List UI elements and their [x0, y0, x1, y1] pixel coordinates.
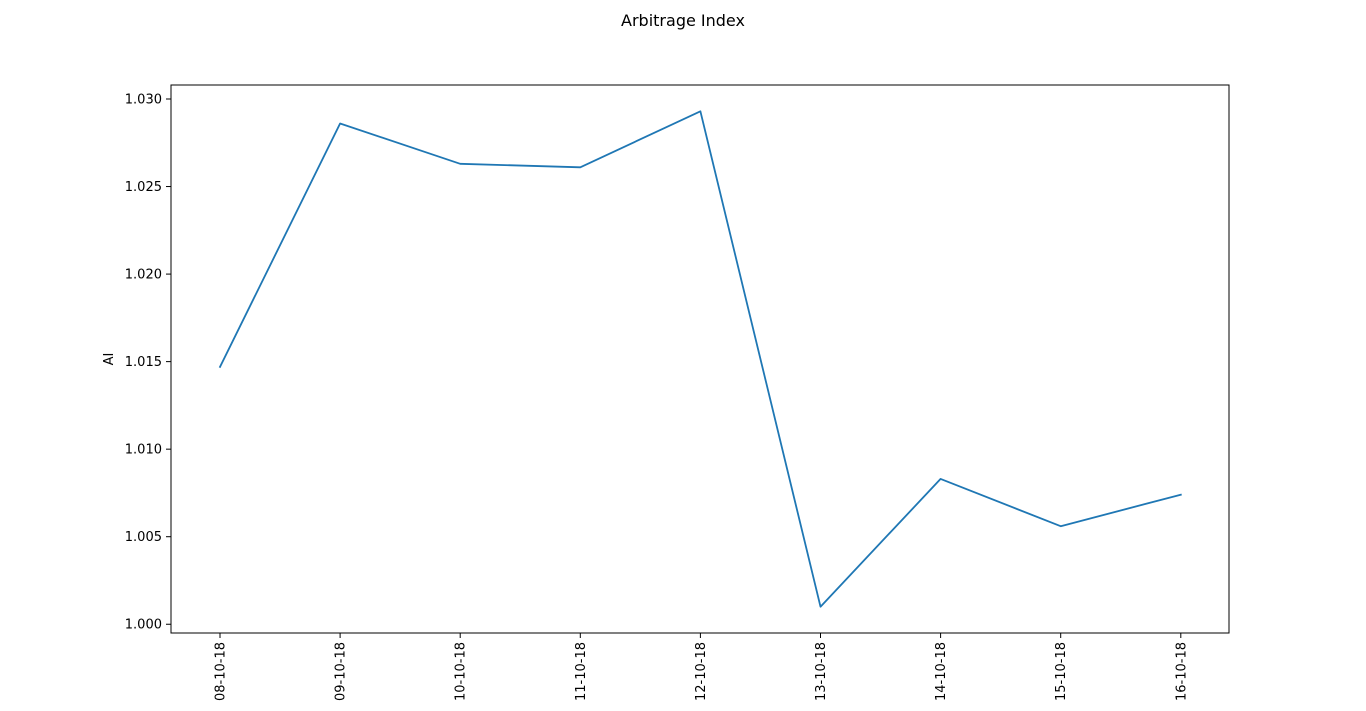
- plot-frame: [170, 84, 1230, 634]
- plot-area: 1.000 1.005 1.010 1.015 1.020 1.025 1.030 08-10…: [125, 84, 1230, 701]
- x-tick-label: 15-10-18: [1054, 642, 1069, 701]
- y-tick-label: 1.030: [125, 93, 162, 108]
- series-line: [218, 110, 1182, 608]
- y-tick-label: 1.015: [125, 355, 162, 370]
- x-tick-label: 12-10-18: [694, 642, 709, 701]
- x-tick-label: 11-10-18: [574, 642, 589, 701]
- x-tick-label: 10-10-18: [454, 642, 469, 701]
- y-tick-label: 1.005: [125, 530, 162, 545]
- y-tick-label: 1.025: [125, 180, 162, 195]
- x-tick-label: 13-10-18: [814, 642, 829, 701]
- y-tick-label: 1.000: [125, 618, 162, 633]
- x-tick-label: 09-10-18: [334, 642, 349, 701]
- y-tick-label: 1.020: [125, 268, 162, 283]
- x-tick-label: 16-10-18: [1174, 642, 1189, 701]
- x-tick-label: 08-10-18: [214, 642, 229, 701]
- x-tick-label: 14-10-18: [934, 642, 949, 701]
- y-tick-label: 1.010: [125, 443, 162, 458]
- chart-title: Arbitrage Index: [621, 11, 745, 30]
- y-axis-label: AI: [102, 353, 117, 366]
